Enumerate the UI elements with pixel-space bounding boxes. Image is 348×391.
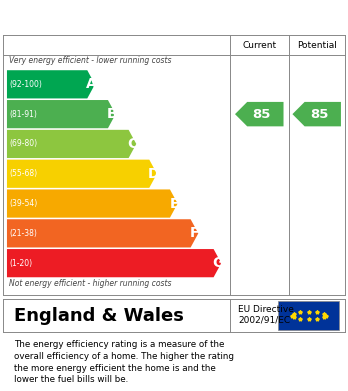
Polygon shape (7, 190, 177, 218)
Polygon shape (7, 249, 221, 277)
Text: C: C (128, 137, 138, 151)
Text: 85: 85 (253, 108, 271, 121)
Text: The energy efficiency rating is a measure of the
overall efficiency of a home. T: The energy efficiency rating is a measur… (14, 340, 234, 384)
Text: F: F (190, 226, 199, 240)
Text: (1-20): (1-20) (9, 259, 32, 268)
Polygon shape (292, 102, 341, 126)
Text: A: A (86, 77, 97, 91)
Text: 85: 85 (310, 108, 328, 121)
Text: EU Directive
2002/91/EC: EU Directive 2002/91/EC (238, 305, 294, 325)
Text: Very energy efficient - lower running costs: Very energy efficient - lower running co… (9, 56, 171, 65)
Text: Potential: Potential (297, 41, 337, 50)
Polygon shape (7, 100, 116, 128)
Text: Current: Current (242, 41, 276, 50)
Text: (55-68): (55-68) (9, 169, 38, 178)
Text: G: G (212, 256, 223, 270)
Text: (69-80): (69-80) (9, 140, 38, 149)
Polygon shape (7, 160, 157, 188)
Text: Not energy efficient - higher running costs: Not energy efficient - higher running co… (9, 279, 171, 288)
Polygon shape (235, 102, 284, 126)
Polygon shape (7, 130, 136, 158)
Text: (92-100): (92-100) (9, 80, 42, 89)
Text: B: B (107, 107, 117, 121)
Text: England & Wales: England & Wales (14, 307, 184, 325)
Text: (81-91): (81-91) (9, 109, 37, 118)
Text: D: D (148, 167, 159, 181)
Text: (21-38): (21-38) (9, 229, 37, 238)
Bar (278, 301, 339, 330)
Text: Energy Efficiency Rating: Energy Efficiency Rating (9, 7, 249, 25)
Text: E: E (169, 197, 179, 210)
Polygon shape (7, 219, 198, 248)
Polygon shape (7, 70, 95, 99)
Text: (39-54): (39-54) (9, 199, 38, 208)
